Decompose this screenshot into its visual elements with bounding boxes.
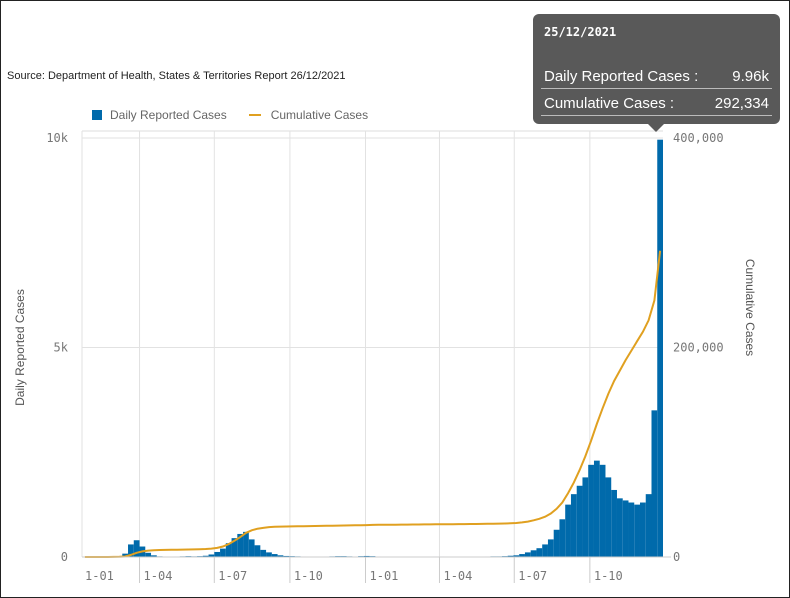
- daily-bar: [208, 554, 215, 557]
- y-left-tick-label: 10k: [46, 131, 68, 145]
- x-tick-label: 1-07: [518, 569, 547, 583]
- daily-bar: [122, 553, 129, 557]
- legend-daily-swatch: [92, 110, 102, 120]
- legend-cumulative-swatch: [248, 114, 261, 116]
- daily-bar: [559, 519, 566, 557]
- daily-bar: [634, 504, 640, 557]
- tooltip-row-daily: Daily Reported Cases : 9.96k: [541, 64, 772, 89]
- y-left-axis-title: Daily Reported Cases: [13, 289, 27, 406]
- x-tick-label: 1-01: [370, 569, 399, 583]
- daily-bar: [507, 555, 514, 557]
- daily-bar: [220, 548, 226, 557]
- x-tick-label: 1-01: [85, 569, 114, 583]
- daily-bar: [231, 538, 238, 557]
- daily-bar: [128, 544, 134, 557]
- daily-bar: [547, 539, 554, 557]
- daily-bar: [519, 554, 525, 557]
- daily-bar: [645, 494, 652, 557]
- daily-bar: [616, 498, 623, 557]
- x-tick-label: 1-07: [218, 569, 247, 583]
- daily-bar: [599, 464, 606, 557]
- source-note: Source: Department of Health, States & T…: [7, 70, 346, 82]
- daily-bar: [243, 531, 249, 557]
- daily-bar: [283, 555, 290, 557]
- daily-bar: [639, 502, 646, 557]
- daily-bar: [536, 548, 543, 557]
- daily-bar: [657, 139, 663, 557]
- tooltip-value: 9.96k: [732, 67, 769, 85]
- daily-bar: [542, 544, 548, 557]
- y-right-tick-label: 200,000: [673, 341, 724, 355]
- x-tick-label: 1-10: [294, 569, 323, 583]
- tooltip-value: 292,334: [714, 94, 769, 112]
- daily-bar: [651, 410, 658, 557]
- daily-bar: [254, 545, 261, 557]
- daily-bar: [151, 555, 157, 557]
- daily-bar: [133, 540, 140, 557]
- tooltip-label: Cumulative Cases :: [544, 94, 675, 112]
- daily-bar: [553, 529, 560, 557]
- daily-bar: [145, 552, 152, 557]
- tooltip-row-cumulative: Cumulative Cases : 292,334: [541, 91, 772, 116]
- legend-cumulative-label[interactable]: Cumulative Cases: [270, 108, 369, 122]
- tooltip-date: 25/12/2021: [544, 25, 617, 39]
- daily-bar: [277, 555, 284, 557]
- daily-bar: [237, 533, 244, 557]
- daily-bar: [565, 504, 571, 557]
- daily-bar: [260, 549, 267, 557]
- legend-daily-label[interactable]: Daily Reported Cases: [110, 108, 227, 122]
- daily-bar: [248, 539, 255, 557]
- daily-bar: [622, 500, 629, 557]
- daily-bar: [202, 555, 209, 557]
- y-right-axis-title: Cumulative Cases: [743, 259, 757, 356]
- daily-bar: [225, 543, 232, 557]
- tooltip-label: Daily Reported Cases :: [544, 67, 699, 85]
- y-left-tick-label: 0: [61, 550, 68, 564]
- x-tick-label: 1-04: [144, 569, 173, 583]
- daily-bar: [513, 555, 520, 557]
- daily-bar: [628, 502, 635, 557]
- daily-bar: [524, 552, 531, 557]
- daily-bar: [582, 477, 589, 557]
- y-left-tick-label: 5k: [54, 341, 69, 355]
- daily-bar: [605, 477, 612, 557]
- legend: Daily Reported Cases Cumulative Cases: [92, 108, 368, 122]
- daily-bar: [214, 551, 221, 557]
- x-tick-label: 1-10: [594, 569, 623, 583]
- y-right-tick-label: 400,000: [673, 131, 724, 145]
- y-right-tick-label: 0: [673, 550, 680, 564]
- daily-bar: [611, 489, 617, 557]
- daily-bar: [363, 555, 370, 557]
- daily-bar: [576, 485, 583, 557]
- daily-bar: [266, 552, 272, 557]
- daily-bar: [593, 460, 600, 557]
- x-tick-label: 1-04: [443, 569, 472, 583]
- cumulative-line: [84, 250, 662, 558]
- daily-bar: [588, 464, 594, 557]
- tooltip: 25/12/2021 Daily Reported Cases : 9.96k …: [533, 14, 780, 132]
- daily-bar: [570, 494, 577, 557]
- daily-bar: [530, 550, 537, 557]
- daily-bar: [271, 554, 278, 557]
